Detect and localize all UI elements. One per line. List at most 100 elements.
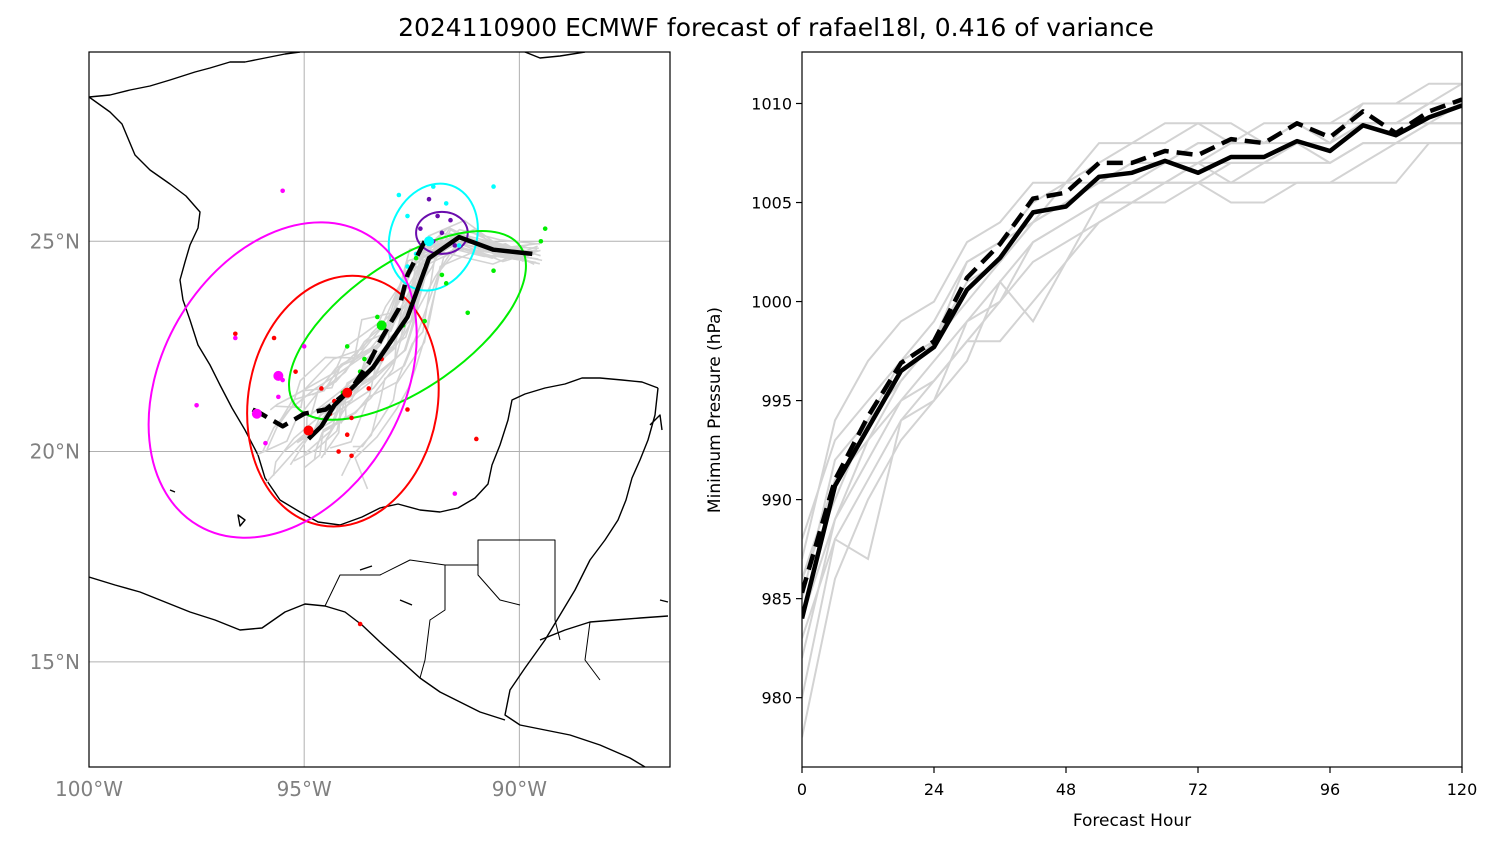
- position-point-hour-36: [344, 432, 350, 438]
- position-point-hour-24: [465, 310, 471, 316]
- mean-track-solid: [306, 234, 533, 441]
- position-point-hour-0: [439, 230, 445, 236]
- ensemble-pressure-line: [802, 102, 1462, 599]
- ellipse-hour-12: [387, 182, 479, 292]
- y-tick-label: 980: [761, 689, 792, 708]
- position-point-hour-12: [405, 264, 410, 269]
- y-tick-label: 985: [761, 590, 792, 609]
- longitude-tick-label: 90°W: [492, 777, 547, 801]
- ensemble-pressure-line: [802, 82, 1462, 560]
- longitude-tick-label: 95°W: [277, 777, 332, 801]
- mean-position-hour-36: [303, 425, 314, 436]
- mean-pressure-lines: [802, 97, 1462, 620]
- pressure-panel: 0 24 48 72 96 120 980 985 990 995 1000 1005 1010 For…: [705, 51, 1477, 831]
- latitude-tick-label: 20°N: [30, 440, 80, 464]
- x-tick-label: 24: [924, 780, 944, 799]
- islands: [169, 414, 669, 606]
- position-point-hour-12: [443, 201, 449, 206]
- position-point-hour-48: [233, 335, 238, 341]
- position-point-hour-48: [276, 394, 281, 400]
- position-point-hour-48: [301, 344, 307, 349]
- y-axis-label: Minimum Pressure (hPa): [705, 307, 725, 513]
- latitude-tick-label: 25°N: [30, 229, 80, 253]
- position-point-hour-36: [357, 621, 363, 627]
- position-point-hour-24: [375, 314, 380, 320]
- position-point-hour-24: [439, 272, 445, 278]
- position-point-hour-36: [293, 369, 298, 374]
- mean-track-dashed: [251, 240, 427, 429]
- ensemble-pressure-line: [802, 102, 1462, 619]
- x-tick-label: 96: [1320, 780, 1340, 799]
- ensemble-pressure-lines: [802, 82, 1462, 738]
- ellipse-hour-36: [246, 274, 440, 528]
- yucatan-east-coast: [504, 387, 659, 767]
- x-tick-label: 48: [1056, 780, 1076, 799]
- position-point-hour-36: [405, 407, 410, 412]
- position-point-hour-24: [443, 281, 449, 286]
- position-point-hour-12: [396, 192, 402, 198]
- position-point-hour-12: [430, 184, 436, 189]
- position-point-hour-0: [435, 213, 440, 219]
- gulf-coast: [89, 96, 659, 526]
- position-point-hour-36: [366, 386, 372, 391]
- position-point-hour-24: [413, 255, 419, 261]
- y-tick-label: 1005: [751, 194, 792, 213]
- position-point-hour-36: [271, 335, 277, 341]
- ensemble-pressure-line: [802, 122, 1462, 738]
- position-point-hour-0: [452, 243, 458, 248]
- ensemble-pressure-line: [802, 82, 1462, 540]
- mean-position-hour-24: [376, 320, 387, 331]
- longitude-tick-label: 100°W: [55, 777, 123, 801]
- y-tick-label: 995: [761, 392, 792, 411]
- map-tick-labels: 100°W 95°W 90°W 15°N 20°N 25°N: [30, 229, 548, 801]
- mean-pressure-dashed: [802, 97, 1462, 594]
- position-point-hour-48: [280, 188, 285, 194]
- y-tick-label: 990: [761, 491, 792, 510]
- position-point-hour-48: [452, 491, 458, 496]
- position-point-hour-36: [474, 436, 479, 442]
- country-borders: [324, 539, 601, 681]
- position-point-hour-12: [405, 213, 410, 219]
- position-point-hour-0: [418, 226, 423, 231]
- ensemble-pressure-line: [802, 142, 1462, 639]
- y-tick-label: 1000: [751, 293, 792, 312]
- position-point-hour-24: [542, 226, 548, 231]
- pacific-coast: [89, 576, 506, 721]
- position-point-hour-12: [491, 184, 496, 189]
- position-point-hour-36: [233, 331, 238, 337]
- map-panel: 100°W 95°W 90°W 15°N 20°N 25°N: [30, 51, 671, 801]
- position-point-hour-24: [362, 356, 367, 362]
- mean-position-hour-12: [423, 236, 434, 247]
- position-point-hour-36: [336, 449, 341, 454]
- x-axis-label: Forecast Hour: [1073, 811, 1191, 831]
- figure-title: 2024110900 ECMWF forecast of rafael18l, …: [398, 13, 1154, 42]
- position-point-hour-24: [538, 238, 544, 244]
- ensemble-track: [320, 229, 524, 459]
- x-tick-label: 72: [1188, 780, 1208, 799]
- pressure-axes-frame: [801, 51, 1463, 768]
- position-point-hour-36: [349, 453, 354, 459]
- position-point-hour-24: [422, 318, 427, 324]
- latitude-tick-label: 15°N: [30, 650, 80, 674]
- ellipse-hour-48: [147, 221, 418, 539]
- position-point-hour-24: [491, 268, 496, 274]
- position-point-hour-36: [319, 386, 324, 391]
- ellipse-hour-24: [288, 229, 527, 421]
- position-point-hour-36: [349, 415, 354, 421]
- map-background: [89, 52, 670, 767]
- honduras-coast: [539, 615, 669, 641]
- uncertainty-ellipses: [147, 182, 527, 539]
- position-point-hour-48: [194, 402, 199, 408]
- mean-position-hour-48: [251, 408, 262, 419]
- mean-tracks: [251, 234, 533, 441]
- x-tick-label: 0: [797, 780, 807, 799]
- y-tick-label: 1010: [751, 94, 792, 113]
- map-frame: [88, 51, 671, 768]
- mean-pressure-solid: [802, 103, 1462, 620]
- position-point-hour-48: [263, 440, 268, 446]
- position-point-hour-0: [426, 196, 432, 202]
- coastlines: [89, 52, 669, 767]
- cuba-coast: [523, 52, 586, 59]
- position-point-hour-12: [456, 243, 462, 248]
